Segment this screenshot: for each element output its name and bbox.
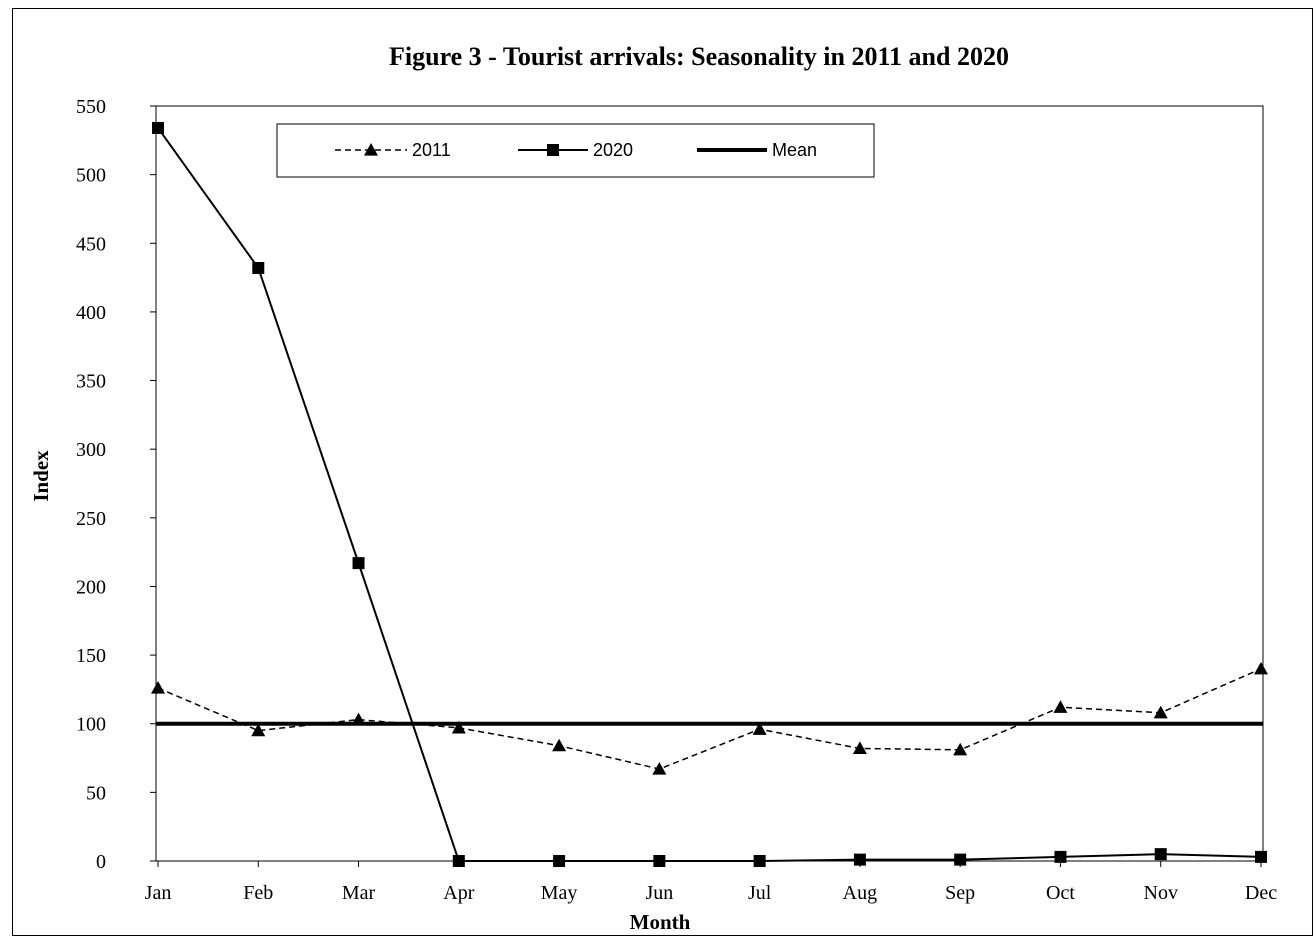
legend-item-2020: 2020 [518, 140, 633, 160]
data-point-2020 [954, 853, 967, 866]
x-tick-label: Aug [843, 882, 877, 904]
y-tick-label: 350 [76, 371, 106, 393]
data-point-2020 [553, 855, 566, 867]
data-point-2020 [1054, 850, 1067, 863]
data-point-2020 [452, 855, 465, 867]
plot-area [155, 105, 1264, 862]
legend-label: 2020 [593, 140, 633, 160]
y-tick-label: 50 [86, 782, 106, 804]
legend-item-2011: 2011 [335, 140, 451, 160]
y-tick-label: 300 [76, 439, 106, 461]
data-point-2011 [1254, 661, 1268, 675]
data-point-2020 [653, 855, 666, 867]
x-tick-label: May [541, 882, 578, 904]
data-point-2020 [152, 121, 164, 134]
data-point-2011 [953, 742, 968, 756]
data-point-2011 [552, 738, 567, 752]
legend-label: Mean [772, 140, 817, 160]
x-axis-title: Month [630, 910, 691, 934]
data-point-2020 [1154, 848, 1167, 861]
data-point-2011 [251, 723, 266, 737]
series-2011 [151, 661, 1268, 775]
data-point-2020 [853, 853, 866, 866]
series-line-2020 [157, 127, 1262, 862]
data-point-2011 [1153, 705, 1168, 719]
series-2020 [152, 121, 1267, 867]
x-tick-label: Nov [1144, 882, 1178, 904]
x-tick-label: Apr [443, 882, 474, 904]
y-tick-label: 100 [76, 714, 106, 736]
y-axis-title: Index [29, 450, 53, 502]
y-tick-label: 0 [96, 851, 106, 873]
legend: 2011 2020 Mean [276, 123, 875, 178]
y-tick-label: 550 [76, 96, 106, 118]
x-axis: Jan Feb Mar Apr May Jun Jul Aug Sep Oct Nov Dec [145, 861, 1277, 904]
x-tick-label: Sep [945, 882, 975, 904]
x-tick-label: Mar [342, 882, 376, 904]
data-point-2011 [151, 681, 165, 694]
data-point-2020 [252, 261, 265, 274]
x-tick-label: Jun [645, 882, 673, 904]
x-tick-label: Feb [243, 882, 273, 904]
legend-label: 2011 [412, 140, 451, 160]
series-layer [151, 121, 1268, 867]
data-point-2020 [1255, 850, 1267, 863]
y-tick-label: 400 [76, 302, 106, 324]
series-line-2011 [157, 668, 1262, 770]
legend-marker [547, 144, 559, 156]
y-tick-label: 450 [76, 233, 106, 255]
y-tick-label: 500 [76, 165, 106, 187]
data-point-2011 [451, 720, 466, 734]
y-tick-label: 150 [76, 645, 106, 667]
x-tick-label: Jul [748, 882, 772, 904]
x-tick-label: Dec [1245, 882, 1277, 904]
x-tick-label: Oct [1046, 882, 1075, 904]
data-point-2011 [652, 762, 667, 775]
data-point-2011 [351, 712, 366, 726]
data-point-2011 [752, 722, 767, 735]
data-point-2020 [753, 855, 766, 867]
data-point-2020 [352, 557, 365, 570]
data-point-2011 [1053, 700, 1068, 713]
y-tick-label: 250 [76, 508, 106, 530]
legend-item-mean: Mean [697, 140, 817, 160]
x-tick-label: Jan [145, 882, 172, 904]
data-point-2011 [852, 741, 867, 755]
y-tick-label: 200 [76, 576, 106, 598]
y-axis: 0 50 100 150 200 250 300 350 400 450 500 550 [76, 96, 156, 873]
legend-marker [364, 143, 378, 156]
chart-title: Figure 3 - Tourist arrivals: Seasonality… [389, 42, 1009, 71]
